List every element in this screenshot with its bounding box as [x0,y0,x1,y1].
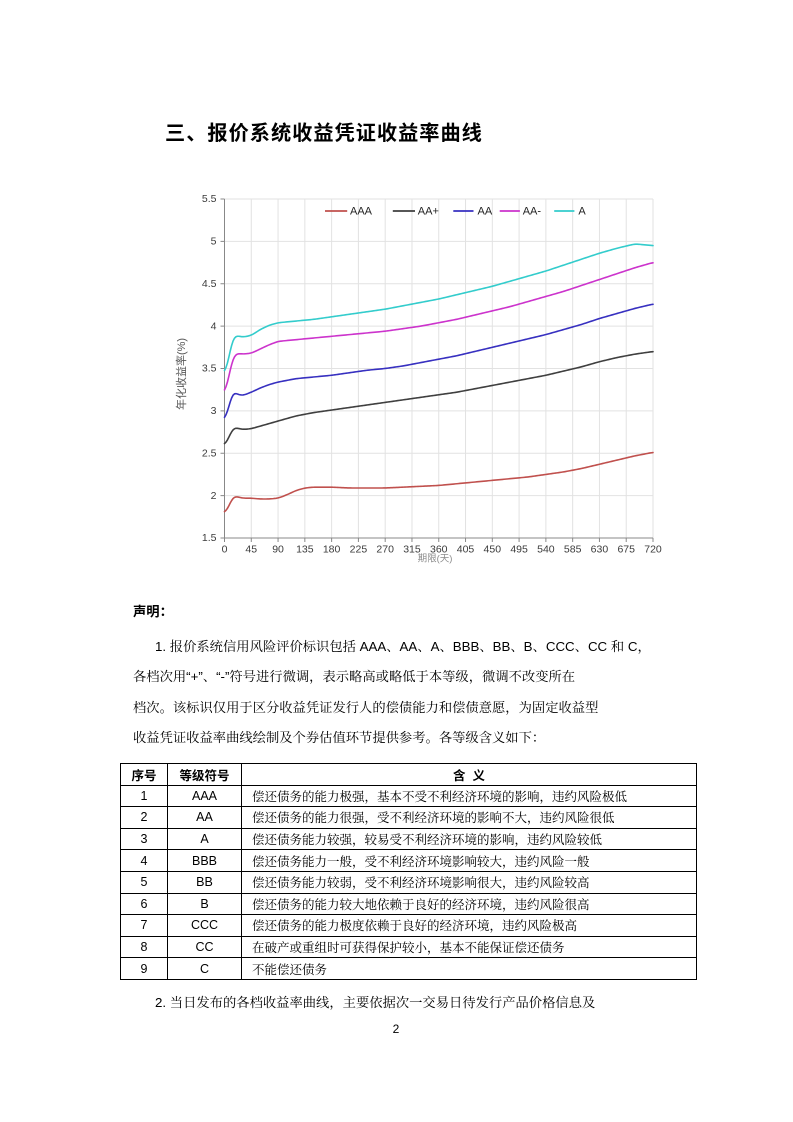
svg-text:4: 4 [211,320,217,332]
svg-text:A: A [578,206,586,218]
svg-text:0: 0 [222,544,228,556]
svg-text:3: 3 [211,405,217,417]
svg-text:45: 45 [245,544,257,556]
svg-text:270: 270 [376,544,394,556]
svg-text:135: 135 [296,544,314,556]
svg-text:90: 90 [272,544,284,556]
svg-text:2.5: 2.5 [202,447,217,459]
svg-text:225: 225 [350,544,368,556]
svg-text:495: 495 [510,544,528,556]
svg-text:3.5: 3.5 [202,363,217,375]
svg-text:540: 540 [537,544,555,556]
svg-text:5: 5 [211,236,217,248]
svg-text:630: 630 [591,544,609,556]
svg-text:4.5: 4.5 [202,278,217,290]
svg-text:AA: AA [478,206,493,218]
svg-text:AA-: AA- [523,206,542,218]
svg-text:585: 585 [564,544,582,556]
svg-text:5.5: 5.5 [202,193,217,205]
svg-text:450: 450 [484,544,502,556]
svg-text:AAA: AAA [350,206,373,218]
svg-text:180: 180 [323,544,341,556]
svg-text:年化收益率(%): 年化收益率(%) [174,338,188,410]
svg-text:720: 720 [644,544,662,556]
svg-text:期限(天): 期限(天) [418,554,453,565]
svg-text:405: 405 [457,544,475,556]
svg-text:2: 2 [211,490,217,502]
svg-text:1.5: 1.5 [202,532,217,544]
svg-text:AA+: AA+ [418,206,439,218]
svg-text:675: 675 [617,544,635,556]
